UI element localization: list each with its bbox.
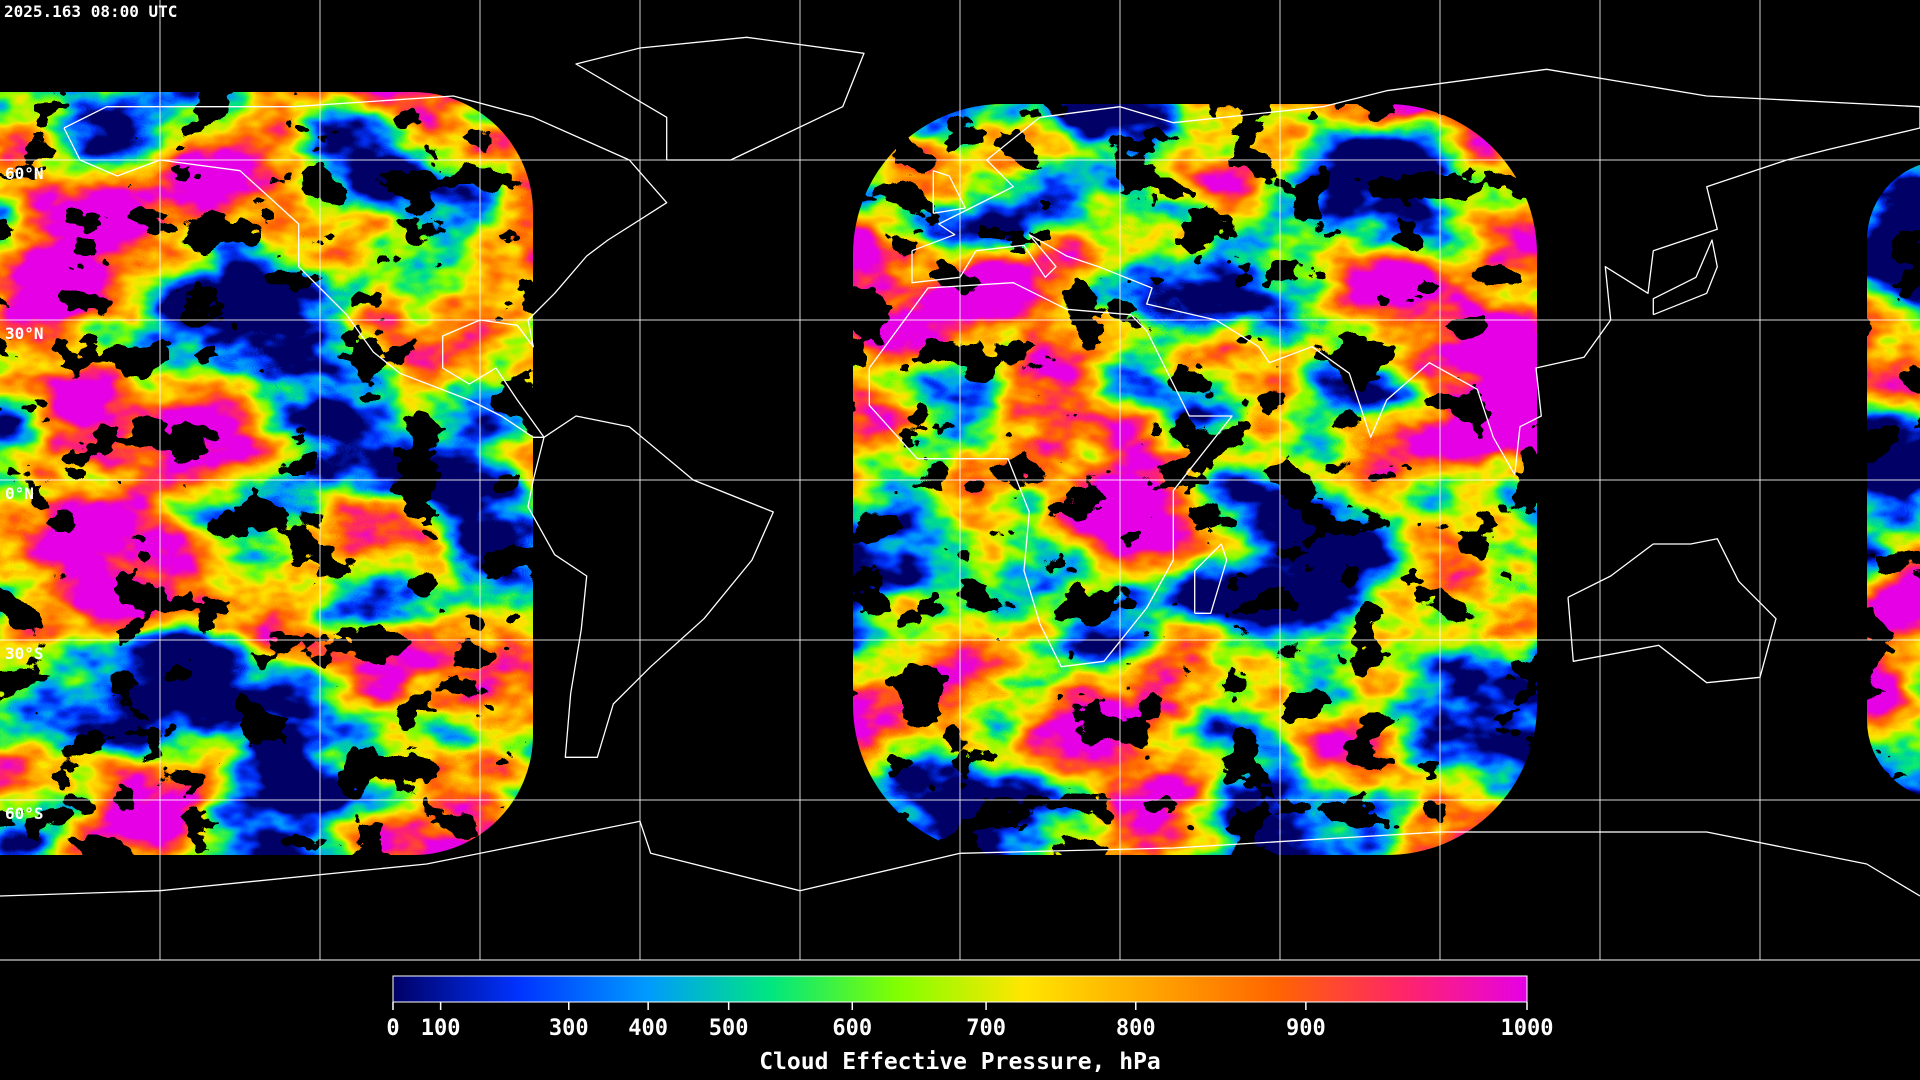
colorbar-tick-label: 300 [549,1016,589,1041]
colorbar-tick-label: 0 [386,1016,399,1041]
colorbar-tick-label: 600 [832,1016,872,1041]
coastline [1652,239,1718,316]
lat-label: 60°S [5,804,44,823]
colorbar-tick-label: 400 [628,1016,668,1041]
graticule [0,0,1920,960]
colorbar-tick-label: 1000 [1501,1016,1554,1041]
coastline [575,36,865,161]
colorbar-tick-label: 100 [421,1016,461,1041]
coastline [1567,538,1777,684]
colorbar-tick-label: 800 [1116,1016,1156,1041]
colorbar-tick-label: 900 [1286,1016,1326,1041]
colorbar-label: Cloud Effective Pressure, hPa [759,1049,1161,1075]
lat-labels: 60°N 30°N 0°N 30°S 60°S [5,164,44,823]
timestamp: 2025.163 08:00 UTC [4,2,177,21]
coastline [1194,543,1228,614]
coastline [911,68,1920,476]
lat-label: 0°N [5,484,34,503]
colorbar-tick-label: 500 [709,1016,749,1041]
coastline [63,95,668,438]
lat-label: 30°S [5,644,44,663]
colorbar-tick-label: 700 [966,1016,1006,1041]
coastline [527,415,774,758]
lat-label: 60°N [5,164,44,183]
coastlines [0,36,1920,897]
coastline [0,820,1920,897]
coastline [932,170,966,214]
colorbar [392,975,1528,1003]
lat-label: 30°N [5,324,44,343]
coastline [868,282,1233,668]
colorbar-ticks: 0 100 300 400 500 600 700 800 900 1000 [386,1002,1553,1041]
